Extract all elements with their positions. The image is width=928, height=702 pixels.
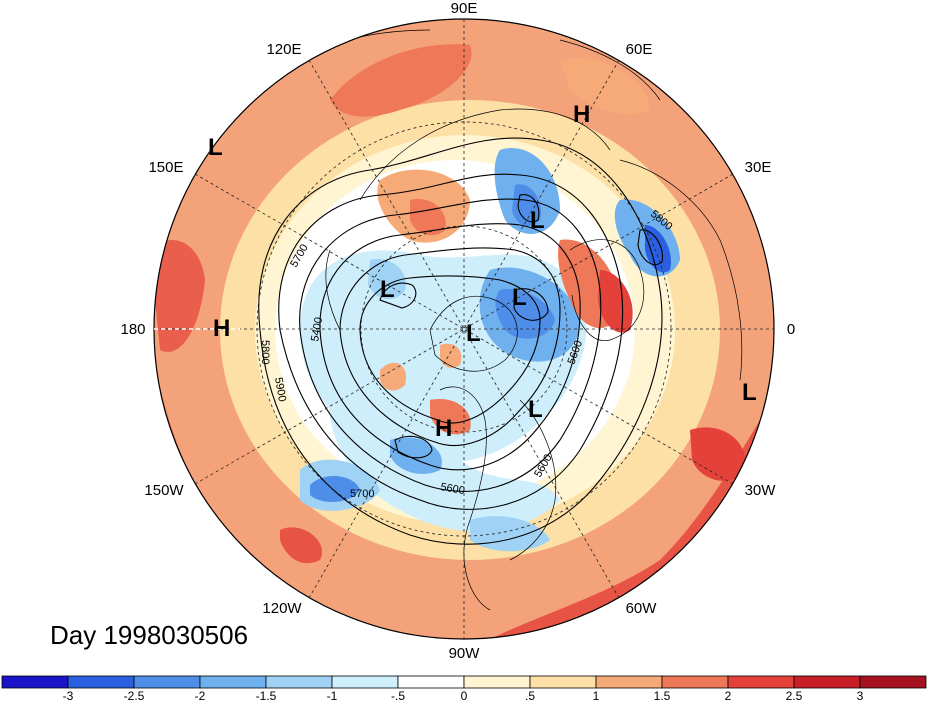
colorbar-tick-label: 3 bbox=[857, 689, 864, 702]
colorbar-swatch bbox=[463, 675, 531, 689]
pressure-center-low: L bbox=[466, 320, 481, 347]
colorbar: -3 -2.5 -2 -1.5 -1 -.5 0 .5 1 1.5 2 2.5 3 bbox=[1, 675, 927, 702]
colorbar-swatch bbox=[199, 675, 267, 689]
colorbar-ticks: -3 -2.5 -2 -1.5 -1 -.5 0 .5 1 1.5 2 2.5 3 bbox=[63, 689, 864, 702]
colorbar-boxes bbox=[1, 675, 927, 689]
lon-label-90w: 90W bbox=[449, 645, 481, 660]
colorbar-tick-label: -1 bbox=[327, 689, 338, 702]
pressure-center-high: H bbox=[435, 415, 452, 442]
lon-label-30w: 30W bbox=[745, 482, 777, 499]
pressure-center-low: L bbox=[512, 284, 527, 311]
lon-label-90e: 90E bbox=[451, 0, 478, 17]
pressure-center-low: L bbox=[528, 396, 543, 423]
colorbar-tick-label: 1.5 bbox=[654, 689, 671, 702]
colorbar-swatch bbox=[331, 675, 399, 689]
lon-label-30e: 30E bbox=[745, 159, 772, 176]
pressure-center-low: L bbox=[380, 276, 395, 303]
coastlines bbox=[299, 29, 743, 611]
lon-label-60w: 60W bbox=[626, 600, 658, 617]
colorbar-swatch bbox=[595, 675, 663, 689]
colorbar-swatch bbox=[1, 675, 69, 689]
lon-label-150e: 150E bbox=[148, 159, 183, 176]
lon-label-60e: 60E bbox=[626, 41, 653, 58]
colorbar-tick-label: -2.5 bbox=[124, 689, 145, 702]
pressure-center-high: H bbox=[573, 101, 590, 128]
colorbar-tick-label: 2.5 bbox=[786, 689, 803, 702]
colorbar-tick-label: -1.5 bbox=[256, 689, 277, 702]
colorbar-tick-label: -2 bbox=[195, 689, 206, 702]
colorbar-tick-label: 2 bbox=[725, 689, 732, 702]
lon-label-120w: 120W bbox=[262, 600, 302, 617]
polar-stereographic-map: 90E 60E 30E 0 30W 60W 90W 120W 150W 180 … bbox=[120, 0, 795, 660]
graticule bbox=[154, 19, 774, 639]
pressure-centers: H L L L L L L H L H bbox=[208, 101, 757, 442]
contour-label: 5700 bbox=[350, 488, 374, 500]
longitude-labels: 90E 60E 30E 0 30W 60W 90W 120W 150W 180 … bbox=[120, 0, 795, 660]
pressure-center-high: H bbox=[213, 315, 230, 342]
lon-label-150w: 150W bbox=[144, 482, 184, 499]
colorbar-swatch bbox=[67, 675, 135, 689]
pressure-center-low: L bbox=[530, 207, 545, 234]
colorbar-swatch bbox=[133, 675, 201, 689]
colorbar-tick-label: -.5 bbox=[391, 689, 405, 702]
pressure-center-low: L bbox=[208, 134, 223, 161]
contour-label: 5800 bbox=[259, 340, 271, 364]
day-title: Day 1998030506 bbox=[50, 620, 249, 650]
height-contours bbox=[258, 137, 663, 545]
colorbar-tick-label: 0 bbox=[461, 689, 468, 702]
contour-label: 5600 bbox=[439, 481, 465, 497]
colorbar-swatch bbox=[859, 675, 927, 689]
colorbar-swatch bbox=[661, 675, 729, 689]
pressure-center-low: L bbox=[742, 379, 757, 406]
colorbar-tick-label: -3 bbox=[63, 689, 74, 702]
colorbar-tick-label: 1 bbox=[593, 689, 600, 702]
colorbar-swatch bbox=[397, 675, 465, 689]
colorbar-swatch bbox=[265, 675, 333, 689]
colorbar-swatch bbox=[793, 675, 861, 689]
lon-label-120e: 120E bbox=[266, 41, 301, 58]
lon-label-0: 0 bbox=[787, 321, 795, 338]
contour-label: 5400 bbox=[309, 316, 325, 342]
contour-label: 5900 bbox=[272, 376, 288, 402]
colorbar-tick-label: .5 bbox=[525, 689, 535, 702]
lon-label-180: 180 bbox=[120, 321, 145, 338]
colorbar-swatch bbox=[529, 675, 597, 689]
colorbar-swatch bbox=[727, 675, 795, 689]
